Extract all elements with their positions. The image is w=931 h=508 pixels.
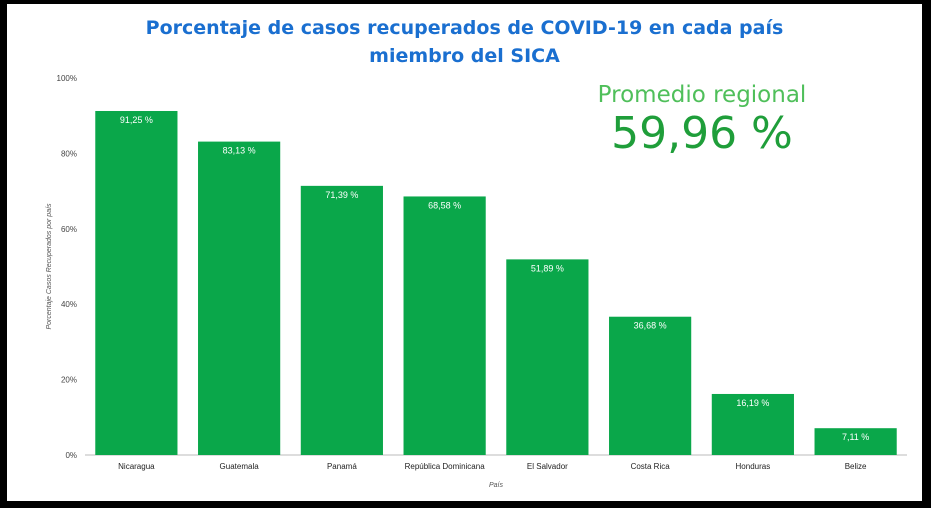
x-tick-label: El Salvador: [527, 462, 568, 471]
x-axis-label: País: [489, 482, 504, 489]
x-tick-label: Belize: [845, 462, 867, 471]
data-label: 91,25 %: [120, 115, 153, 125]
promedio-regional-value: 59,96 %: [611, 108, 793, 159]
bar-honduras: [711, 393, 794, 455]
data-label: 83,13 %: [223, 146, 256, 156]
data-label: 68,58 %: [428, 200, 461, 210]
x-tick-label: Guatemala: [220, 462, 260, 471]
x-tick-label: República Dominicana: [405, 462, 486, 471]
promedio-regional-label: Promedio regional: [597, 82, 807, 108]
y-tick-label: 100%: [57, 74, 77, 83]
data-label: 36,68 %: [634, 321, 667, 331]
chart-title: Porcentaje de casos recuperados de COVID…: [7, 14, 922, 70]
x-tick-label: Nicaragua: [118, 462, 155, 471]
bar-rep-blica-dominicana: [403, 196, 486, 455]
bar-guatemala: [198, 141, 281, 455]
bar-el-salvador: [506, 259, 589, 455]
bar-belize: [814, 428, 897, 455]
bar-nicaragua: [95, 110, 178, 456]
data-label: 51,89 %: [531, 263, 564, 273]
data-label: 16,19 %: [736, 398, 769, 408]
y-tick-label: 80%: [61, 149, 77, 158]
y-axis-label: Porcentaje Casos Recuperados por país: [46, 203, 53, 330]
chart-frame: Porcentaje de casos recuperados de COVID…: [7, 4, 922, 501]
data-label: 7,11 %: [842, 432, 869, 442]
bar-costa-rica: [609, 316, 692, 455]
bar-chart: 0% 20% 40% 60% 80% 100% Porcentaje Casos Recup…: [46, 74, 907, 489]
y-tick-label: 20%: [61, 376, 77, 385]
x-tick-label: Costa Rica: [631, 462, 671, 471]
x-tick-label: Honduras: [736, 462, 771, 471]
chart-title-line-2: miembro del SICA: [369, 45, 560, 67]
chart-title-line-1: Porcentaje de casos recuperados de COVID…: [145, 17, 784, 39]
bar-panam-: [300, 185, 383, 456]
y-tick-label: 40%: [61, 300, 77, 309]
y-tick-label: 60%: [61, 225, 77, 234]
data-label: 71,39 %: [325, 190, 358, 200]
y-tick-label: 0%: [65, 451, 77, 460]
x-tick-label: Panamá: [327, 462, 357, 471]
